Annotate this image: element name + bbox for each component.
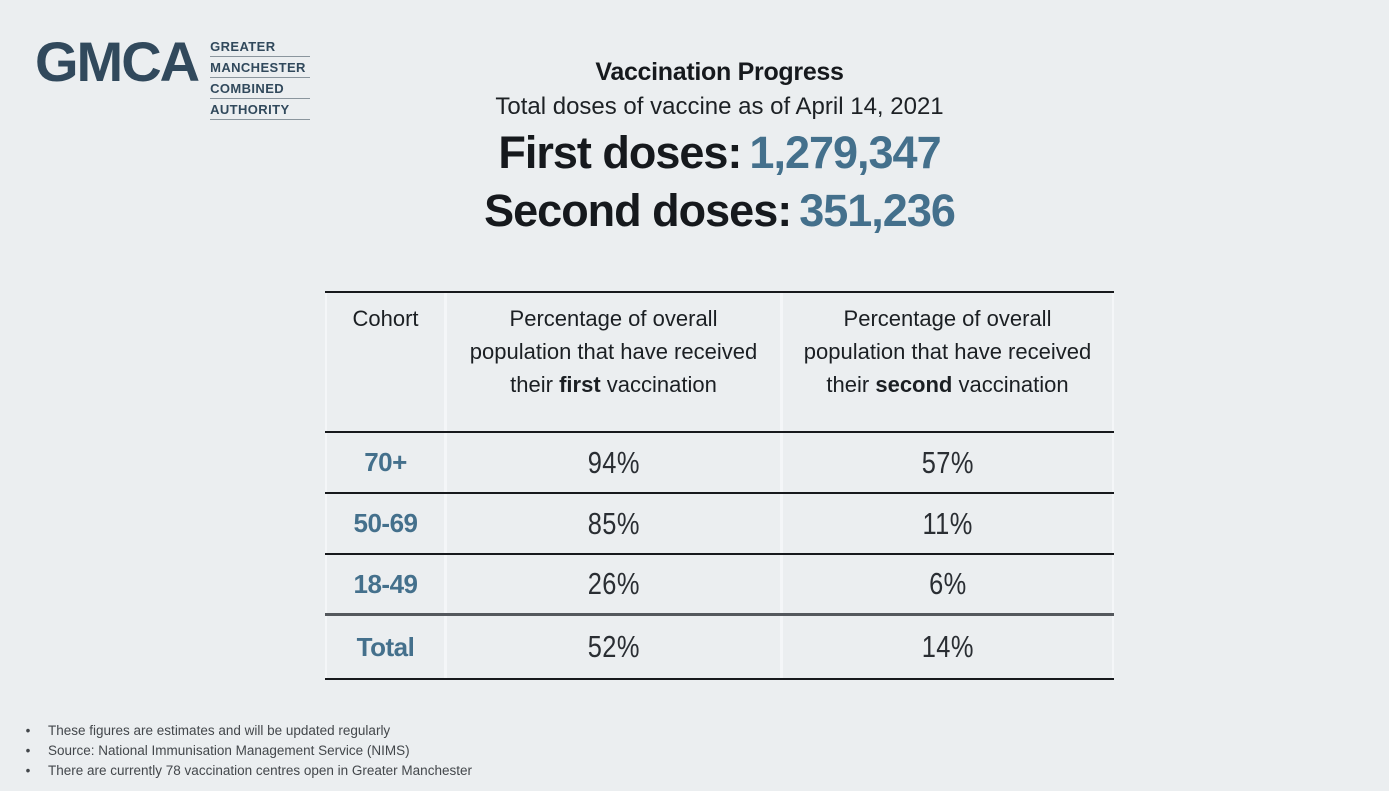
footnote-item: • Source: National Immunisation Manageme… [0,741,900,761]
first-dose-pct-50-69: 85% [444,494,780,553]
table-row-total: Total 52% 14% [325,616,1114,678]
bullet-marker: • [25,763,31,778]
page-title: Vaccination Progress [595,58,844,86]
logo-word-manchester: MANCHESTER [210,61,311,78]
gmca-logo-words: GREATER MANCHESTER COMBINED AUTHORITY [210,38,311,124]
gmca-logo-acronym: GMCA [35,30,200,93]
column-header-cohort: Cohort [325,293,444,431]
footnote-item: • There are currently 78 vaccination cen… [0,761,900,781]
cohort-label: 70+ [325,433,444,492]
cohort-label: 50-69 [325,494,444,553]
footnote-text: Source: National Immunisation Management… [48,743,410,758]
first-dose-pct-total: 52% [444,616,780,678]
second-dose-pct-70plus: 57% [780,433,1114,492]
second-doses-line: Second doses: 351,236 [25,182,1389,240]
second-dose-pct-18-49: 6% [780,555,1114,613]
first-doses-label: First doses: [498,127,742,178]
headline-block: Vaccination Progress Total doses of vacc… [25,57,1389,240]
first-dose-pct-70plus: 94% [444,433,780,492]
footnote-item: • These figures are estimates and will b… [0,721,900,741]
vaccination-table: Cohort Percentage of overall population … [325,291,1114,680]
bullet-marker: • [25,743,31,758]
table-row-70plus: 70+ 94% 57% [325,433,1114,494]
table-row-18-49: 18-49 26% 6% [325,555,1114,616]
table-header-row: Cohort Percentage of overall population … [325,293,1114,433]
footnotes-list: • These figures are estimates and will b… [0,721,900,781]
second-doses-value: 351,236 [799,185,956,236]
logo-word-combined: COMBINED [210,82,311,99]
first-doses-line: First doses: 1,279,347 [25,124,1389,182]
gmca-logo: GMCA GREATER MANCHESTER COMBINED AUTHORI… [35,30,311,124]
bullet-marker: • [25,723,31,738]
column-header-first-vaccination: Percentage of overall population that ha… [444,293,780,431]
second-dose-pct-50-69: 11% [780,494,1114,553]
subtitle: Total doses of vaccine as of April 14, 2… [495,93,944,120]
second-doses-label: Second doses: [484,185,792,236]
second-dose-pct-total: 14% [780,616,1114,678]
footnote-text: There are currently 78 vaccination centr… [48,763,472,778]
logo-word-greater: GREATER [210,40,311,57]
first-doses-value: 1,279,347 [749,127,941,178]
footnote-text: These figures are estimates and will be … [48,723,391,738]
column-header-second-vaccination: Percentage of overall population that ha… [780,293,1114,431]
cohort-label: 18-49 [325,555,444,613]
cohort-label: Total [325,616,444,678]
table-row-50-69: 50-69 85% 11% [325,494,1114,555]
first-dose-pct-18-49: 26% [444,555,780,613]
logo-word-authority: AUTHORITY [210,103,311,120]
